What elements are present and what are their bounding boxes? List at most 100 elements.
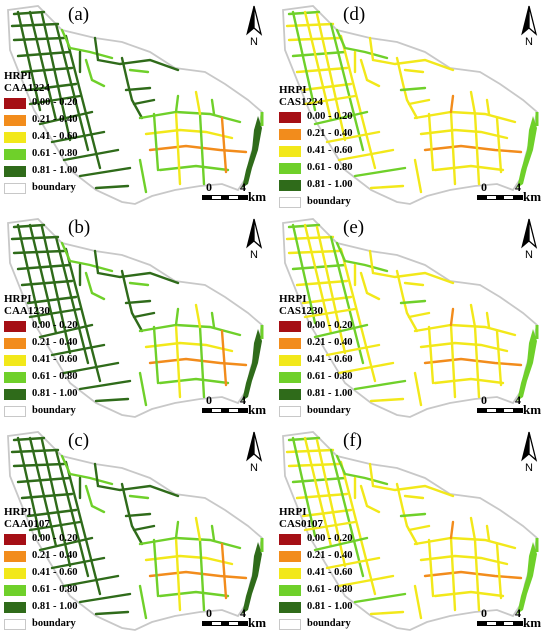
legend-item: 0.21 - 0.40 [279, 335, 353, 352]
legend-swatch [4, 568, 26, 579]
road-segment [313, 110, 369, 126]
road-segment [413, 323, 517, 337]
road-segment [369, 397, 405, 403]
road-segment [62, 361, 120, 375]
legend-item-boundary: boundary [279, 194, 353, 211]
road-segment [12, 249, 66, 255]
legend-swatch [4, 355, 26, 366]
scale-bar: 0 4 km [198, 606, 274, 632]
road-segment [210, 311, 216, 329]
legend-swatch [279, 112, 301, 123]
road-segment [469, 90, 477, 116]
legend-item-label: 0.00 - 0.20 [307, 320, 353, 332]
legend-scenario: CAS1230 [279, 305, 324, 317]
road-segment [93, 249, 180, 285]
scale-zero: 0 [481, 180, 487, 194]
legend-item-label: 0.21 - 0.40 [32, 114, 78, 126]
road-segment [198, 538, 206, 612]
road-segment [495, 542, 503, 600]
road-segment [64, 247, 102, 383]
road-segment [353, 166, 407, 178]
road-segment [495, 329, 503, 387]
north-arrow-icon: N [246, 218, 263, 259]
north-label: N [250, 462, 258, 472]
legend-swatch [4, 389, 26, 400]
road-segment [54, 22, 90, 152]
legend-item-label: 0.41 - 0.60 [32, 354, 78, 366]
road-segment [16, 436, 42, 538]
road-segment [148, 570, 248, 580]
legend-item-label: 0.61 - 0.80 [307, 584, 353, 596]
panel-label: (b) [68, 217, 91, 238]
legend-item: 0.41 - 0.60 [4, 129, 78, 146]
north-arrow-icon: N [521, 5, 538, 46]
road-segment [427, 112, 435, 172]
road-segment [303, 94, 357, 106]
legend-swatch [279, 585, 301, 596]
legend-item: 0.21 - 0.40 [4, 548, 78, 565]
legend-item: 0.61 - 0.80 [4, 146, 78, 163]
road-segment [339, 460, 377, 596]
boundary-outline [7, 431, 263, 631]
road-segment [144, 554, 234, 566]
road-segment [368, 462, 455, 498]
legend-item-label: boundary [307, 196, 351, 208]
road-segment [423, 570, 523, 580]
legend-item-label: 0.41 - 0.60 [307, 354, 353, 366]
road-segment [433, 590, 505, 598]
riverside-road [242, 329, 262, 401]
road-segment [93, 36, 180, 72]
legend-swatch [279, 321, 301, 332]
riverside-road [242, 542, 262, 614]
legend-swatch [4, 115, 26, 126]
road-segment [152, 538, 160, 598]
legend-item: 0.81 - 1.00 [279, 386, 353, 403]
legend-swatch [279, 355, 301, 366]
legend-swatch [279, 551, 301, 562]
legend-item: 0.81 - 1.00 [279, 599, 353, 616]
road-segment [220, 329, 228, 387]
road-network-map [7, 218, 264, 418]
scale-zero: 0 [481, 393, 487, 407]
road-segment [449, 520, 455, 540]
legend-swatch [279, 534, 301, 545]
road-segment [335, 454, 389, 486]
road-segment [60, 28, 114, 60]
legend-item-label: 0.81 - 1.00 [307, 179, 353, 191]
legend-swatch [279, 197, 301, 208]
legend-item: 0.81 - 1.00 [4, 386, 78, 403]
legend: HRPI CAA0107 0.00 - 0.20 0.21 - 0.40 0.41 … [4, 507, 78, 633]
legend-item: 0.00 - 0.20 [4, 318, 78, 335]
road-segment [449, 323, 457, 399]
road-segment [291, 223, 317, 325]
panel-label: (f) [343, 430, 362, 451]
scale-four: 4 [515, 606, 521, 620]
road-segment [220, 116, 228, 174]
road-segment [313, 323, 369, 339]
legend-title: HRPI [4, 293, 32, 305]
scale-zero: 0 [206, 606, 212, 620]
road-segment [485, 98, 491, 116]
road-segment [138, 158, 148, 194]
legend-item-boundary: boundary [4, 616, 78, 633]
map-panel-d: (d) N HRPI CAS1224 0.00 - 0.20 0.21 - 0.4… [275, 0, 550, 213]
scale-four: 4 [240, 180, 246, 194]
legend-swatch [279, 619, 301, 630]
road-segment [329, 235, 365, 365]
road-segment [423, 357, 523, 367]
map-panel-b: (b) N HRPI CAA1230 0.00 - 0.20 0.21 - 0.4… [0, 213, 275, 426]
road-segment [337, 148, 395, 162]
road-segment [84, 58, 106, 88]
road-segment [403, 68, 425, 74]
road-segment [84, 271, 106, 301]
legend-item-label: boundary [32, 405, 76, 417]
legend-item-label: boundary [32, 618, 76, 630]
road-segment [287, 462, 341, 468]
road-segment [399, 512, 427, 518]
legend-item-label: 0.41 - 0.60 [307, 567, 353, 579]
panel-label: (d) [343, 4, 366, 25]
legend: HRPI CAS1230 0.00 - 0.20 0.21 - 0.40 0.41 … [279, 294, 353, 420]
road-segment [28, 436, 58, 548]
north-label: N [525, 36, 533, 46]
